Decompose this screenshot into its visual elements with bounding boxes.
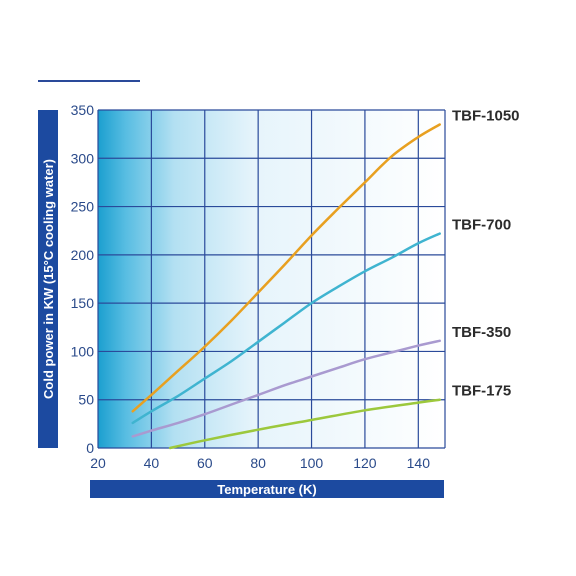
y-tick-label: 0 (86, 440, 94, 456)
y-tick-label: 50 (78, 392, 94, 408)
x-tick-label: 80 (250, 455, 266, 471)
x-tick-label: 60 (197, 455, 213, 471)
series-label-tbf-175: TBF-175 (452, 383, 511, 400)
x-tick-label: 40 (144, 455, 160, 471)
x-tick-label: 100 (300, 455, 324, 471)
grid (97, 109, 446, 449)
y-tick-label: 250 (71, 199, 95, 215)
y-tick-label: 350 (71, 102, 95, 118)
series-line-tbf-1050 (131, 123, 441, 413)
x-tick-label: 140 (407, 455, 431, 471)
series-labels: TBF-1050 TBF-700 TBF-350 TBF-175 (452, 107, 520, 399)
y-axis-title-bar (38, 110, 58, 448)
series-line-tbf-175 (168, 398, 441, 450)
y-tick-labels: 0 50 100 150 200 250 300 350 (71, 102, 95, 456)
series-lines (131, 123, 441, 450)
x-tick-labels: 20 40 60 80 100 120 140 (90, 455, 430, 471)
y-tick-label: 200 (71, 247, 95, 263)
series-line-tbf-700 (131, 232, 441, 425)
x-axis-title-bar (90, 480, 444, 498)
series-label-tbf-1050: TBF-1050 (452, 107, 520, 124)
y-axis-title: Cold power in KW (15°C cooling water) (41, 159, 56, 399)
x-axis-title: Temperature (K) (217, 482, 316, 497)
x-tick-label: 120 (353, 455, 377, 471)
y-tick-label: 100 (71, 343, 95, 359)
series-label-tbf-350: TBF-350 (452, 324, 511, 341)
y-tick-label: 150 (71, 295, 95, 311)
y-tick-label: 300 (71, 150, 95, 166)
x-tick-label: 20 (90, 455, 106, 471)
series-label-tbf-700: TBF-700 (452, 217, 511, 234)
series-line-tbf-350 (131, 339, 441, 438)
